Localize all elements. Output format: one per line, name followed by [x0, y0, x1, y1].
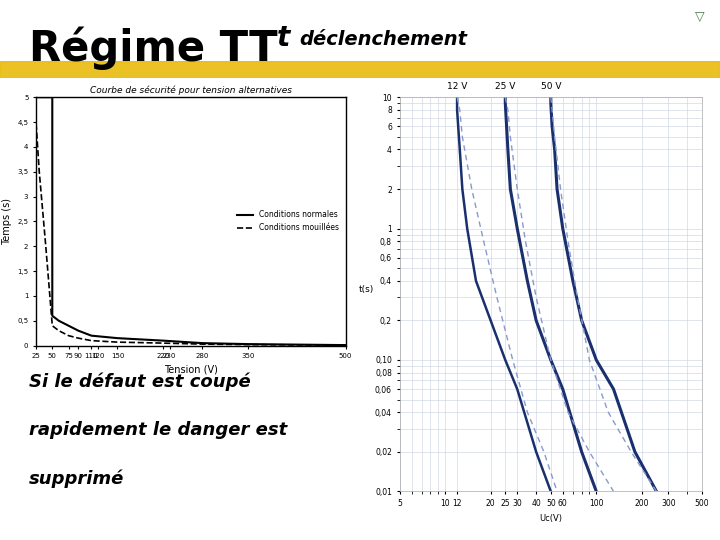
- Text: t: t: [277, 24, 290, 52]
- Conditions mouillées: [198, 341, 207, 347]
- Title: Courbe de sécurité pour tension alternatives: Courbe de sécurité pour tension alternat…: [90, 85, 292, 95]
- Conditions mouillées: [74, 335, 83, 341]
- Conditions normales: [198, 340, 207, 346]
- Text: ▽: ▽: [695, 10, 704, 23]
- Conditions mouillées: [55, 327, 63, 334]
- Conditions normales: [243, 341, 252, 347]
- Text: Régime TT: Régime TT: [29, 27, 277, 71]
- Conditions normales: [48, 94, 57, 100]
- Conditions normales: [32, 94, 40, 100]
- Conditions mouillées: [87, 338, 96, 344]
- X-axis label: Uc(V): Uc(V): [539, 514, 562, 523]
- Conditions normales: [55, 318, 63, 324]
- Text: 50 V: 50 V: [541, 82, 561, 91]
- Y-axis label: Temps (s): Temps (s): [1, 198, 12, 245]
- Conditions normales: [74, 327, 83, 334]
- Conditions normales: [64, 322, 73, 329]
- Line: Conditions normales: Conditions normales: [36, 97, 346, 345]
- Conditions normales: [87, 333, 96, 339]
- Conditions mouillées: [32, 119, 40, 125]
- Text: supprimé: supprimé: [29, 470, 124, 488]
- Text: rapidement le danger est: rapidement le danger est: [29, 421, 287, 439]
- Legend: Conditions normales, Conditions mouillées: Conditions normales, Conditions mouillée…: [234, 207, 342, 235]
- Y-axis label: t(s): t(s): [359, 285, 374, 294]
- Conditions normales: [48, 313, 57, 319]
- Conditions mouillées: [35, 168, 44, 175]
- Conditions normales: [113, 335, 122, 341]
- Conditions mouillées: [159, 340, 168, 346]
- Text: 12 V: 12 V: [447, 82, 467, 91]
- Conditions mouillées: [243, 341, 252, 348]
- X-axis label: Tension (V): Tension (V): [164, 365, 217, 375]
- Conditions normales: [159, 338, 168, 344]
- Text: Si le défaut est coupé: Si le défaut est coupé: [29, 373, 251, 391]
- Conditions normales: [341, 342, 350, 348]
- Line: Conditions mouillées: Conditions mouillées: [36, 97, 346, 345]
- Conditions mouillées: [64, 333, 73, 339]
- Conditions mouillées: [48, 322, 57, 329]
- Text: 25 V: 25 V: [495, 82, 516, 91]
- Conditions mouillées: [113, 339, 122, 346]
- Text: déclenchement: déclenchement: [299, 30, 467, 49]
- Conditions mouillées: [42, 243, 50, 249]
- Conditions mouillées: [32, 94, 40, 100]
- Conditions mouillées: [341, 342, 350, 348]
